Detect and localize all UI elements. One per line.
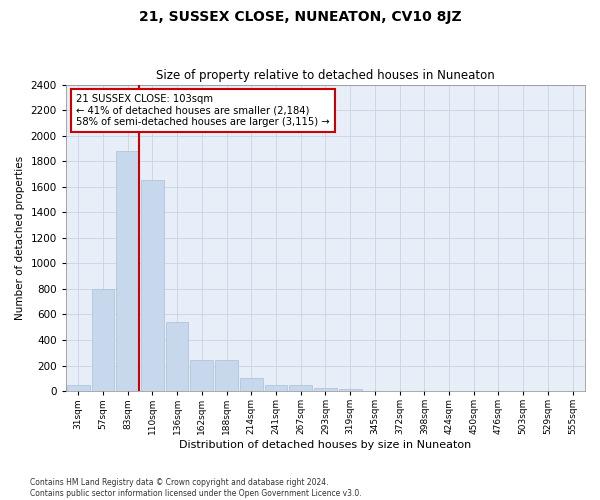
Bar — [265, 384, 287, 391]
Bar — [339, 389, 362, 391]
Bar — [141, 180, 164, 391]
Bar — [190, 360, 213, 391]
Text: 21, SUSSEX CLOSE, NUNEATON, CV10 8JZ: 21, SUSSEX CLOSE, NUNEATON, CV10 8JZ — [139, 10, 461, 24]
Bar — [240, 378, 263, 391]
Bar — [67, 384, 89, 391]
Bar — [289, 384, 312, 391]
Bar — [116, 151, 139, 391]
Bar — [92, 289, 114, 391]
Text: Contains HM Land Registry data © Crown copyright and database right 2024.
Contai: Contains HM Land Registry data © Crown c… — [30, 478, 362, 498]
Text: 21 SUSSEX CLOSE: 103sqm
← 41% of detached houses are smaller (2,184)
58% of semi: 21 SUSSEX CLOSE: 103sqm ← 41% of detache… — [76, 94, 330, 127]
Bar — [314, 388, 337, 391]
Bar — [215, 360, 238, 391]
Bar — [166, 322, 188, 391]
Title: Size of property relative to detached houses in Nuneaton: Size of property relative to detached ho… — [156, 69, 495, 82]
X-axis label: Distribution of detached houses by size in Nuneaton: Distribution of detached houses by size … — [179, 440, 472, 450]
Y-axis label: Number of detached properties: Number of detached properties — [15, 156, 25, 320]
